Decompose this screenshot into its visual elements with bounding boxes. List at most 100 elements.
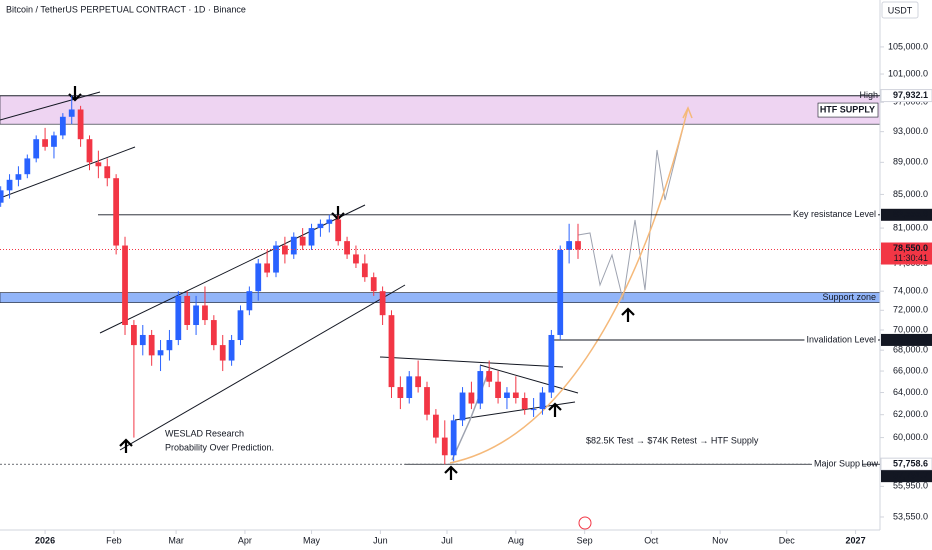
y-tick-label: 64,000.0: [893, 387, 928, 397]
zone-label: Support zone: [822, 292, 876, 302]
candle-body: [290, 236, 297, 255]
arrow: [621, 307, 635, 322]
candle-body: [175, 295, 182, 341]
price-tag-label: 57,751.7: [893, 471, 928, 481]
level-name: Invalidation Level: [806, 334, 876, 344]
y-tick-label: 105,000.0: [888, 41, 928, 51]
candle-body: [344, 241, 350, 255]
arrows: [68, 86, 635, 480]
x-tick-label: Feb: [106, 535, 122, 545]
candle-body: [379, 291, 386, 316]
currency-box: [881, 1, 919, 19]
candle-body: [424, 387, 430, 415]
y-tick-label: 70,000.0: [893, 324, 928, 334]
level-name-bg: [804, 334, 878, 345]
trendline: [0, 91, 101, 121]
candle-body: [273, 245, 279, 273]
candle-body: [264, 263, 271, 273]
currency: USDT: [888, 5, 913, 15]
candle-body: [148, 334, 155, 356]
x-tick-label: 2027: [846, 535, 866, 545]
candle-body: [512, 392, 519, 399]
projection-curve: [449, 107, 689, 464]
candle-body: [388, 315, 395, 388]
candle-body: [477, 371, 484, 404]
annotation: Probability Over Prediction.: [165, 442, 274, 452]
y-tick-label: 62,000.0: [893, 409, 928, 419]
candle-body: [0, 190, 4, 203]
zone-label: HTF SUPPLY: [820, 104, 875, 114]
logo: [578, 516, 592, 530]
price-tag: [881, 333, 932, 346]
candle-body: [104, 166, 111, 179]
x-tick-label: Aug: [508, 535, 524, 545]
x-tick-label: Jul: [441, 535, 453, 545]
annotation: WESLAD Research: [165, 428, 244, 438]
candle-body: [566, 241, 573, 250]
y-tick-label: 53,550.0: [893, 511, 928, 521]
price-tag-label: 69,008.0: [893, 334, 928, 344]
candle-body: [15, 174, 22, 180]
candle-body: [539, 392, 546, 410]
candle-body: [575, 241, 581, 250]
price-tag: [880, 89, 932, 103]
price-tag: [881, 470, 932, 483]
level-name-bg: [790, 209, 878, 220]
projection: [451, 367, 491, 461]
arrow: [68, 86, 82, 102]
trendline: [479, 364, 579, 394]
candle-body: [51, 135, 57, 147]
price-tag-label: 57,758.6: [893, 459, 928, 469]
candle-body: [282, 245, 288, 255]
candle-body: [530, 409, 537, 411]
candle-body: [521, 398, 528, 410]
countdown: 11:30:41: [894, 253, 928, 263]
x-tick-label: Jun: [373, 535, 388, 545]
candle-body: [86, 139, 93, 163]
price-tag-label: 82,555.9: [893, 209, 928, 219]
candle-body: [308, 228, 315, 246]
x-tick-label: 2026: [35, 535, 55, 545]
candle-body: [139, 334, 146, 346]
candle-body: [361, 263, 368, 278]
zone: [0, 95, 881, 125]
candle-body: [210, 320, 217, 346]
candle-body: [237, 310, 244, 341]
zone: [0, 292, 881, 303]
candle-body: [42, 139, 48, 147]
candle-body: [68, 109, 75, 117]
candle-body: [468, 392, 475, 404]
arrow: [444, 465, 458, 480]
candle-body: [228, 340, 235, 361]
price-tag-label: 97,932.1: [893, 90, 928, 100]
candle-body: [299, 236, 306, 246]
y-tick-label: 81,000.0: [893, 222, 928, 232]
candle-body: [504, 392, 510, 399]
y-tick-label: 89,000.0: [893, 157, 928, 167]
y-tick-label: 74,000.0: [893, 286, 928, 296]
trendline: [0, 146, 136, 199]
trendline: [379, 356, 564, 368]
chart-title: Bitcoin / TetherUS PERPETUAL CONTRACT · …: [6, 4, 246, 14]
candle-body: [441, 437, 448, 456]
candle-body: [397, 387, 404, 399]
candle-body: [246, 291, 253, 311]
y-tick-label: 60,000.0: [893, 432, 928, 442]
x-tick-label: Mar: [168, 535, 184, 545]
level-name-bg: [811, 458, 862, 469]
candle-body: [317, 223, 324, 229]
x-tick-label: Dec: [779, 535, 796, 545]
x-tick-label: May: [303, 535, 321, 545]
arrow: [682, 106, 693, 119]
projection: [577, 107, 689, 301]
trendline: [119, 284, 406, 451]
candle-body: [459, 392, 466, 421]
candle-body: [202, 305, 208, 321]
candle-body: [6, 179, 13, 191]
last-price-label: 78,550.0: [893, 243, 928, 253]
candle-body: [406, 376, 413, 399]
x-tick-label: Oct: [644, 535, 659, 545]
level-name: Major Supp: [814, 459, 860, 469]
candle-body: [548, 334, 555, 393]
